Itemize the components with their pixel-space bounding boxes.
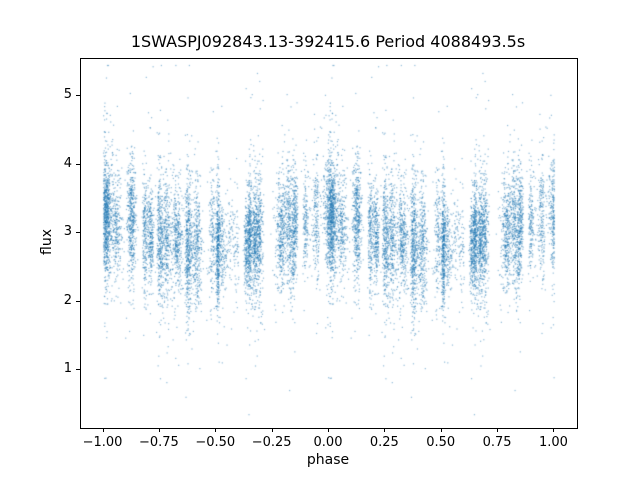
x-tick-label: 1.00 bbox=[538, 435, 568, 450]
x-tick-mark bbox=[553, 428, 555, 432]
x-tick-label: −0.50 bbox=[195, 435, 236, 450]
x-tick-label: 0.25 bbox=[369, 435, 399, 450]
y-axis-label: flux bbox=[39, 229, 55, 255]
y-tick-mark bbox=[76, 163, 80, 165]
plot-area bbox=[80, 58, 578, 429]
x-tick-label: 0.75 bbox=[482, 435, 512, 450]
y-tick-label: 1 bbox=[63, 361, 72, 377]
x-tick-label: −0.25 bbox=[251, 435, 292, 450]
chart-title: 1SWASPJ092843.13-392415.6 Period 4088493… bbox=[130, 32, 526, 51]
x-tick-label: 0.00 bbox=[313, 435, 343, 450]
x-tick-label: −0.75 bbox=[138, 435, 179, 450]
x-tick-mark bbox=[440, 428, 442, 432]
x-tick-mark bbox=[102, 428, 104, 432]
scatter-points-canvas bbox=[81, 59, 577, 428]
y-tick-label: 2 bbox=[63, 292, 72, 308]
x-axis-label: phase bbox=[306, 452, 350, 468]
y-tick-mark bbox=[76, 232, 80, 234]
x-tick-mark bbox=[158, 428, 160, 432]
x-tick-label: 0.50 bbox=[426, 435, 456, 450]
y-tick-mark bbox=[76, 369, 80, 371]
x-tick-mark bbox=[384, 428, 386, 432]
y-tick-mark bbox=[76, 300, 80, 302]
x-tick-label: −1.00 bbox=[82, 435, 123, 450]
x-tick-mark bbox=[215, 428, 217, 432]
y-tick-label: 4 bbox=[63, 155, 72, 171]
y-tick-label: 3 bbox=[63, 224, 72, 240]
x-tick-mark bbox=[328, 428, 329, 432]
x-tick-mark bbox=[271, 428, 273, 432]
y-tick-mark bbox=[76, 95, 80, 97]
x-tick-mark bbox=[497, 428, 499, 432]
y-tick-label: 5 bbox=[63, 87, 72, 103]
